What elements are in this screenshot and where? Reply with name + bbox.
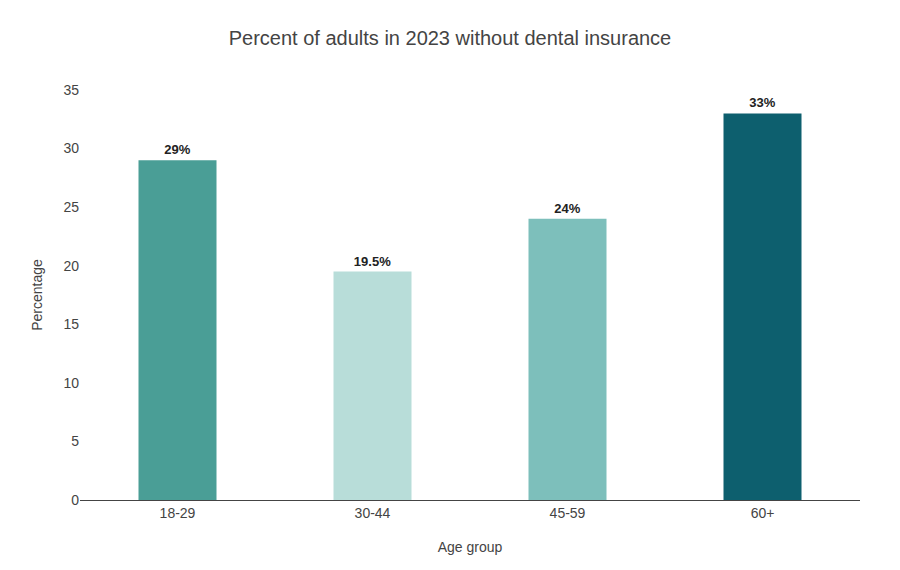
svg-text:30: 30 bbox=[63, 140, 79, 156]
svg-text:0: 0 bbox=[71, 492, 79, 508]
svg-text:15: 15 bbox=[63, 316, 79, 332]
svg-text:33%: 33% bbox=[749, 95, 775, 110]
svg-text:60+: 60+ bbox=[751, 505, 775, 521]
svg-text:30-44: 30-44 bbox=[355, 505, 391, 521]
svg-text:19.5%: 19.5% bbox=[354, 254, 391, 269]
svg-text:25: 25 bbox=[63, 199, 79, 215]
svg-text:35: 35 bbox=[63, 82, 79, 98]
svg-text:20: 20 bbox=[63, 258, 79, 274]
svg-text:18-29: 18-29 bbox=[160, 505, 196, 521]
svg-text:10: 10 bbox=[63, 375, 79, 391]
svg-text:29%: 29% bbox=[164, 142, 190, 157]
svg-text:Percent of adults in 2023 with: Percent of adults in 2023 without dental… bbox=[229, 27, 672, 49]
svg-text:5: 5 bbox=[71, 433, 79, 449]
svg-text:45-59: 45-59 bbox=[550, 505, 586, 521]
svg-text:24%: 24% bbox=[554, 201, 580, 216]
svg-text:Age group: Age group bbox=[438, 539, 503, 555]
svg-text:Percentage: Percentage bbox=[29, 259, 45, 331]
